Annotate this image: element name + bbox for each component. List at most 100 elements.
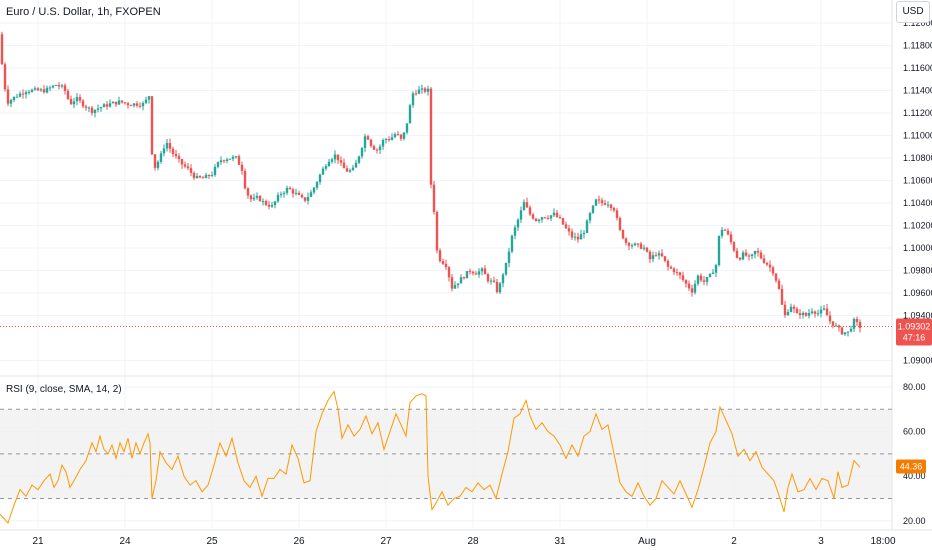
time-axis[interactable]: 21 24 25 26 27 28 31 Aug 2 3 18:00 [32, 536, 896, 547]
price-axis[interactable]: 1.12000 1.11800 1.11600 1.11400 1.11200 1.110… [903, 18, 932, 366]
candle [261, 198, 265, 206]
candle [216, 161, 220, 169]
price-tick-label: 1.11600 [903, 63, 932, 73]
time-tick-label: 27 [380, 536, 392, 547]
candle [330, 157, 334, 164]
candle-body [6, 89, 10, 104]
candle [183, 161, 187, 169]
candle [135, 101, 139, 108]
candle [186, 162, 190, 171]
candle [468, 268, 472, 275]
candle-body [807, 313, 811, 316]
candle [366, 134, 370, 140]
candle [282, 191, 286, 198]
candle-body [678, 272, 682, 276]
currency-button[interactable]: USD [896, 1, 930, 23]
candle-body [171, 148, 175, 155]
candle-body [711, 272, 715, 274]
candle-body [465, 271, 469, 279]
rsi-axis[interactable]: 80.00 60.00 40.00 20.00 [903, 382, 926, 526]
candle-body [276, 195, 280, 202]
candle [105, 101, 109, 110]
candle [771, 265, 775, 277]
candle-body [105, 104, 109, 107]
price-tick-label: 1.10200 [903, 221, 932, 231]
price-tick-label: 1.12000 [903, 18, 932, 28]
candle [81, 99, 85, 109]
candle [504, 262, 508, 276]
candle [63, 83, 67, 95]
candle-body [648, 251, 652, 260]
candle [411, 91, 415, 108]
candle-body [579, 234, 583, 240]
candle-body [639, 243, 643, 249]
candle-body [675, 272, 679, 274]
candle-body [288, 187, 292, 190]
candle-body [717, 235, 721, 266]
candle [465, 271, 469, 279]
candle-body [384, 139, 388, 141]
candle-body [501, 274, 505, 284]
candle-body [348, 170, 352, 172]
candle-body [432, 184, 436, 212]
candle [453, 281, 457, 289]
candle-body [291, 189, 295, 194]
candle-body [714, 265, 718, 273]
candle-body [846, 331, 850, 333]
candle [213, 164, 217, 177]
candle-body [483, 268, 487, 275]
candle-body [132, 103, 136, 106]
candle-body [129, 105, 133, 107]
candle-body [771, 267, 775, 274]
candle-body [606, 204, 610, 206]
candle [138, 102, 142, 109]
symbol-title[interactable]: Euro / U.S. Dollar, 1h, FXOPEN [6, 6, 161, 18]
candle-body [786, 311, 790, 316]
candle [36, 86, 40, 91]
candle [588, 211, 592, 224]
candle-body [84, 106, 88, 108]
candle [795, 306, 799, 314]
time-tick-label: 24 [119, 536, 131, 547]
candle-body [336, 154, 340, 161]
candle [585, 219, 589, 234]
candle [594, 198, 598, 207]
candle [447, 266, 451, 282]
candle [342, 158, 346, 169]
candle [426, 85, 430, 96]
candle-body [804, 312, 808, 316]
candle [84, 104, 88, 111]
candle-body [534, 218, 538, 222]
candle [636, 243, 640, 248]
candle [219, 156, 223, 165]
candle-body [588, 212, 592, 221]
candle-body [843, 332, 847, 335]
candle [804, 311, 808, 317]
candle [579, 229, 583, 240]
candle [558, 214, 562, 220]
candle-body [498, 283, 502, 293]
candle-body [462, 277, 466, 279]
candle-body [210, 174, 214, 176]
candle-body [753, 250, 757, 255]
candle [648, 249, 652, 263]
candle [828, 311, 832, 325]
candle-body [813, 311, 817, 314]
candle [96, 104, 100, 113]
candle-body [354, 162, 358, 168]
candle [687, 280, 691, 291]
candle [270, 201, 274, 208]
candle [606, 200, 610, 208]
candle-body [141, 102, 145, 107]
candle-body [375, 149, 379, 151]
candle [363, 133, 367, 153]
candle-body [312, 187, 316, 193]
candle-body [297, 192, 301, 195]
candle-body [696, 275, 700, 284]
rsi-title[interactable]: RSI (9, close, SMA, 14, 2) [6, 384, 122, 395]
candle [150, 95, 154, 156]
candle-body [480, 268, 484, 272]
candle [858, 319, 862, 333]
